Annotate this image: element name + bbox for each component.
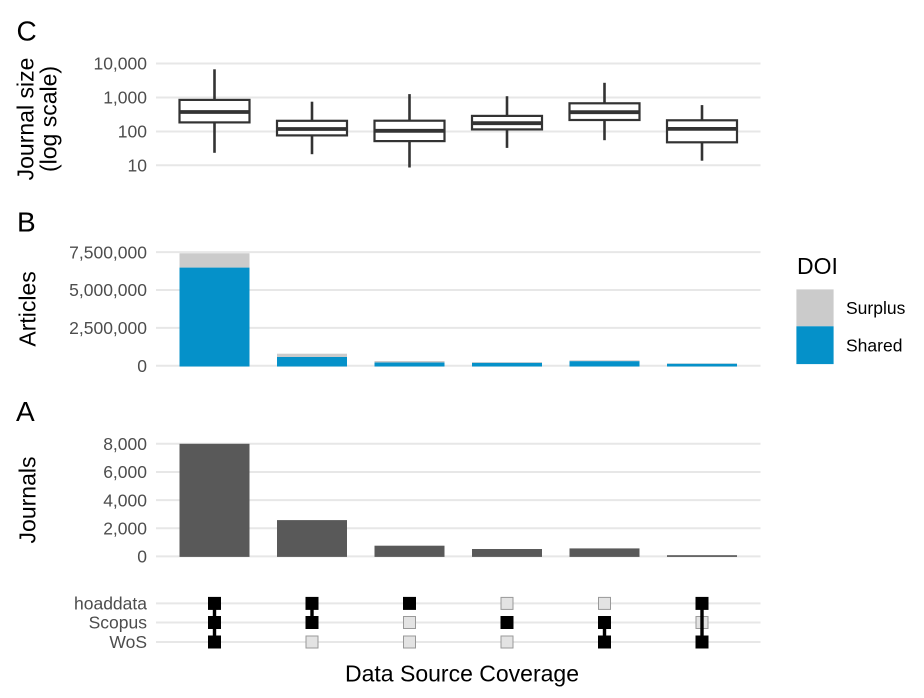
svg-text:Surplus: Surplus — [846, 298, 906, 318]
svg-text:Data Source Coverage: Data Source Coverage — [345, 660, 579, 686]
svg-text:5,000,000: 5,000,000 — [69, 280, 147, 300]
svg-text:Journals: Journals — [15, 457, 41, 544]
svg-text:hoaddata: hoaddata — [74, 594, 147, 614]
svg-text:0: 0 — [137, 356, 147, 376]
svg-text:2,000: 2,000 — [103, 518, 147, 538]
svg-text:DOI: DOI — [797, 253, 838, 279]
svg-text:Scopus: Scopus — [89, 613, 148, 633]
svg-text:8,000: 8,000 — [103, 434, 147, 454]
svg-text:B: B — [17, 206, 36, 237]
svg-text:Articles: Articles — [15, 271, 41, 346]
svg-text:Shared: Shared — [846, 335, 902, 355]
svg-text:10,000: 10,000 — [93, 54, 147, 74]
svg-text:6,000: 6,000 — [103, 462, 147, 482]
svg-text:C: C — [17, 15, 37, 46]
svg-text:4,000: 4,000 — [103, 490, 147, 510]
svg-text:Journal size(log scale): Journal size(log scale) — [13, 58, 62, 181]
svg-text:WoS: WoS — [109, 632, 147, 652]
svg-text:7,500,000: 7,500,000 — [69, 242, 147, 262]
svg-text:10: 10 — [128, 156, 148, 176]
svg-text:A: A — [16, 396, 35, 427]
svg-text:0: 0 — [137, 547, 147, 567]
svg-text:1,000: 1,000 — [103, 88, 147, 108]
svg-text:100: 100 — [118, 122, 147, 142]
svg-text:2,500,000: 2,500,000 — [69, 318, 147, 338]
